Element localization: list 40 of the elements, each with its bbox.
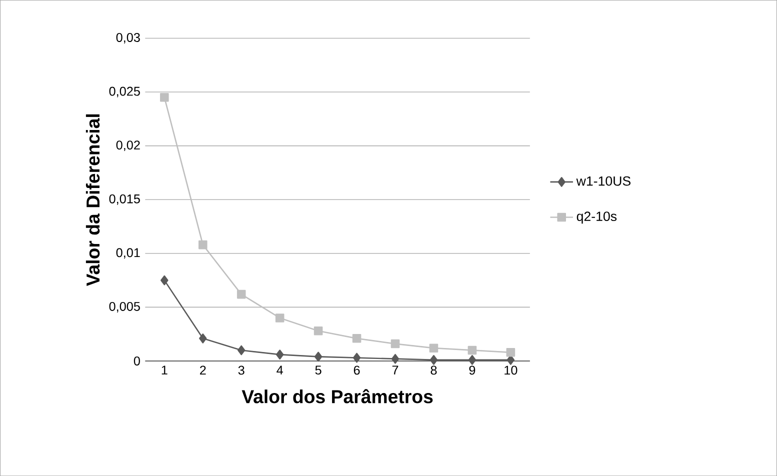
y-tick-label: 0,01 (116, 248, 140, 259)
legend-label: w1-10US (576, 176, 630, 186)
point (276, 350, 284, 360)
y-tick-label: 0,015 (109, 194, 140, 205)
x-tick-label: 9 (469, 366, 476, 375)
x-tick-label: 7 (392, 366, 398, 374)
x-tick-label: 10 (504, 366, 518, 375)
point (236, 290, 246, 299)
x-tick-label: 1 (162, 366, 168, 374)
point (314, 352, 322, 362)
point (160, 275, 168, 286)
point (314, 326, 323, 336)
x-tick-label: 6 (354, 366, 360, 375)
point (430, 354, 438, 365)
point (390, 339, 400, 348)
x-tick-label: 4 (276, 366, 283, 374)
y-axis-title: Valor da Diferencial (86, 114, 100, 286)
x-tick-label: 3 (238, 366, 244, 375)
point (160, 92, 169, 102)
point (468, 354, 476, 365)
y-tick-label: 0,03 (116, 32, 140, 44)
x-tick-label: 5 (315, 366, 322, 374)
point (198, 240, 208, 250)
x-tick-label: 8 (430, 366, 437, 375)
point (352, 352, 361, 363)
x-tick-label: 2 (200, 366, 206, 374)
point (238, 345, 246, 356)
y-tick-label: 0 (134, 356, 140, 366)
point (429, 344, 438, 352)
point (468, 346, 477, 355)
point (275, 313, 284, 322)
point (391, 354, 400, 364)
point (352, 334, 362, 343)
point (199, 333, 207, 344)
y-tick-label: 0,005 (109, 302, 140, 312)
point (506, 348, 516, 357)
y-tick-label: 0,02 (116, 140, 140, 151)
legend-label: q2-10s (576, 212, 617, 224)
x-axis-title: Valor dos Parâmetros (242, 389, 433, 404)
y-tick-label: 0,025 (109, 86, 140, 98)
